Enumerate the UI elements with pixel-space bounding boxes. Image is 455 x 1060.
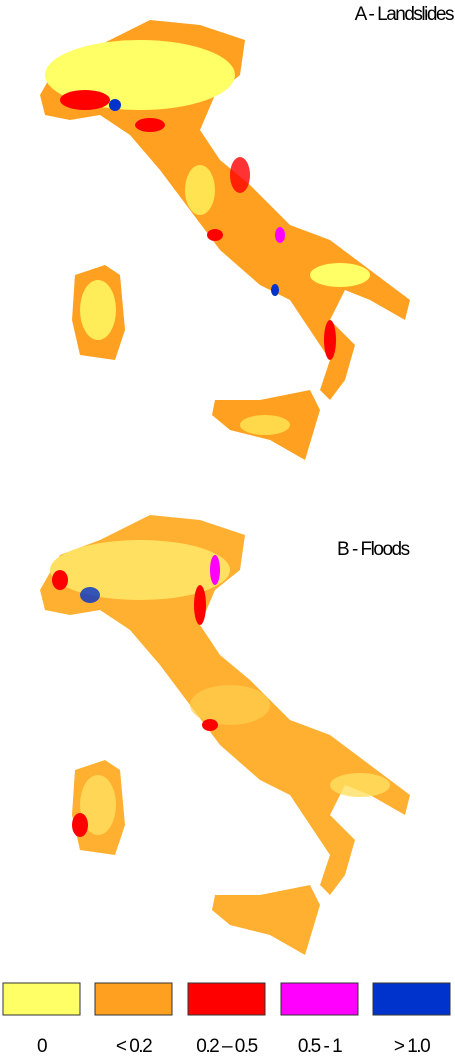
map-floods [40,515,410,955]
legend-label: 0.2 – 0.5 [196,1036,257,1057]
legend-label: 0 [37,1036,47,1057]
legend-label: > 1.0 [394,1036,430,1057]
legend-swatch [187,982,266,1016]
legend: 0 < 0.2 0.2 – 0.5 0.5 - 1 > 1.0 [2,982,451,1057]
panel-title: B - Floods [337,539,410,560]
legend-label: 0.5 - 1 [298,1036,342,1057]
legend-swatch [280,982,359,1016]
legend-swatch [372,982,451,1016]
legend-label: < 0.2 [116,1036,152,1057]
legend-swatch [94,982,173,1016]
legend-swatch [2,982,81,1016]
map-landslides [40,20,410,460]
panel-title: A - Landslides [355,4,454,25]
